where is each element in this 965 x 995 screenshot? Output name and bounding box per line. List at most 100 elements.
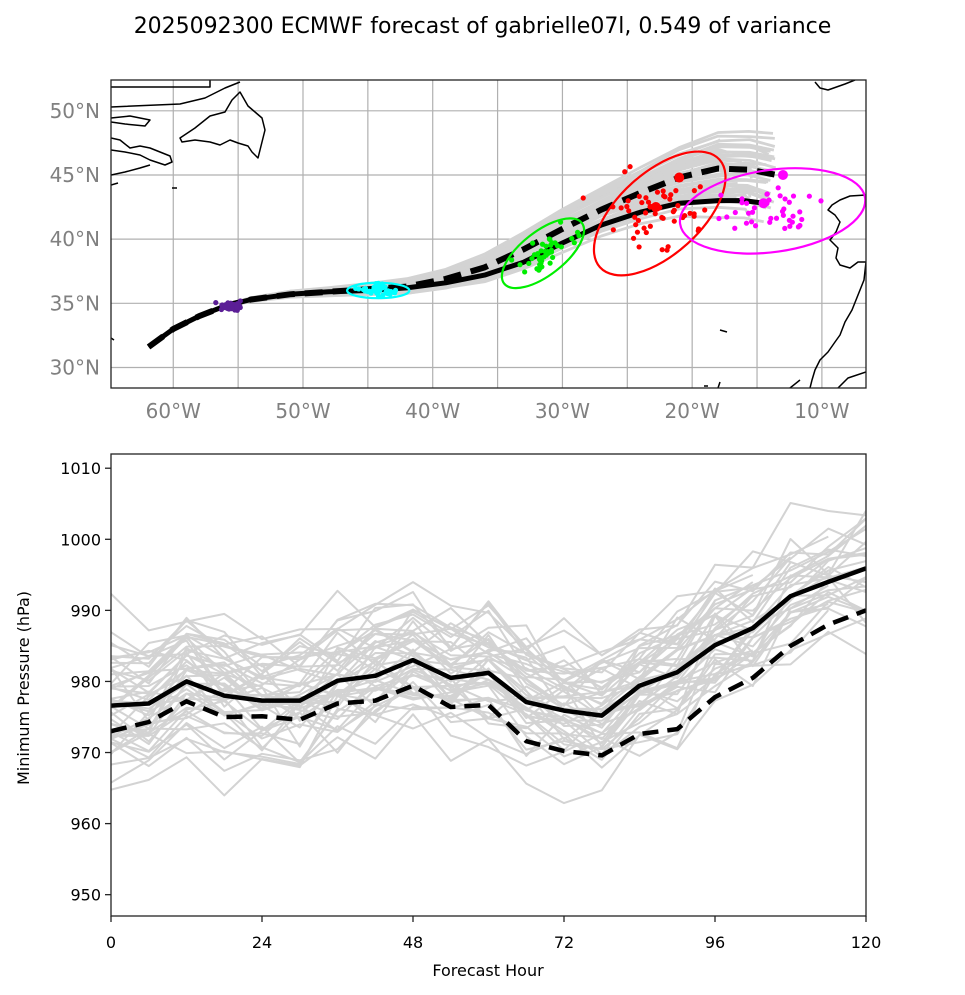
x-tick-label: 96: [705, 933, 725, 952]
ensemble-member-line: [111, 556, 792, 685]
position-point: [526, 260, 532, 267]
position-point: [673, 188, 679, 194]
position-point: [749, 209, 756, 215]
ensemble-member-line: [111, 652, 753, 766]
ensemble-member-line: [111, 584, 829, 769]
coastline-newfoundland: [179, 91, 266, 159]
x-tick-label: 72: [554, 933, 574, 952]
position-point: [764, 191, 770, 197]
position-point: [782, 225, 788, 231]
map-gridlines: [111, 80, 866, 388]
position-point: [739, 200, 745, 206]
position-point: [724, 214, 730, 220]
position-point: [538, 260, 544, 266]
position-point: [818, 198, 824, 204]
map-frame: [110, 79, 867, 389]
position-point: [538, 255, 544, 261]
position-point: [625, 198, 631, 204]
position-point: [659, 214, 665, 221]
cluster-72h: [580, 150, 727, 277]
position-point: [787, 223, 793, 229]
position-point: [748, 219, 755, 225]
position-point: [234, 301, 240, 307]
ensemble-mean-line: [111, 566, 866, 718]
x-tick-label: 48: [403, 933, 423, 952]
position-point: [641, 225, 647, 231]
position-point: [768, 215, 774, 221]
position-point: [782, 196, 788, 202]
map-x-tick-label: 20°W: [665, 399, 720, 423]
position-point: [779, 208, 786, 215]
position-point: [697, 184, 703, 190]
coastline-iberia-africa: [809, 261, 866, 388]
y-tick-label: 960: [70, 815, 101, 834]
position-point: [571, 240, 577, 246]
ensemble-member-line: [111, 535, 829, 692]
position-point: [806, 193, 812, 199]
position-point: [630, 235, 637, 241]
map-background: [111, 80, 866, 388]
y-tick-label: 1010: [60, 459, 101, 478]
position-point: [636, 193, 642, 200]
position-point: [635, 217, 642, 224]
position-point: [773, 215, 780, 221]
position-point: [643, 195, 649, 201]
position-point: [380, 292, 386, 298]
position-point: [543, 251, 550, 257]
position-point: [362, 285, 369, 291]
coastline-labrador: [111, 80, 241, 108]
position-point: [780, 212, 786, 218]
uncertainty-ellipse: [592, 150, 727, 277]
y-tick-label: 950: [70, 886, 101, 905]
position-point: [522, 269, 528, 275]
y-axis-label: Minimum Pressure (hPa): [14, 591, 33, 785]
chart-frame: [110, 453, 867, 917]
x-tick-label: 24: [252, 933, 272, 952]
coastline-gulf-island: [111, 115, 151, 127]
position-point: [639, 199, 645, 206]
position-point: [718, 192, 724, 198]
position-clusters: [213, 150, 866, 313]
position-point: [626, 208, 632, 214]
position-point: [691, 211, 697, 217]
map-x-tick-label: 40°W: [405, 399, 460, 423]
position-point: [767, 219, 773, 225]
position-point: [716, 215, 722, 222]
x-tick-label: 0: [106, 933, 116, 952]
cluster-24h: [345, 280, 411, 300]
y-tick-label: 980: [70, 672, 101, 691]
position-point: [531, 252, 538, 258]
position-point: [627, 164, 633, 170]
position-point: [538, 248, 544, 254]
x-axis-label: Forecast Hour: [432, 961, 544, 980]
position-point: [732, 209, 738, 216]
position-point: [226, 301, 232, 307]
position-point: [634, 229, 641, 235]
position-point: [384, 290, 391, 297]
map-y-tick-labels: 30°N 35°N 40°N 45°N 50°N: [50, 99, 100, 380]
position-point: [652, 211, 658, 217]
coastline-europe-north: [814, 80, 866, 269]
position-point: [664, 247, 670, 253]
position-point: [618, 205, 624, 211]
ensemble-member-line: [111, 510, 866, 705]
position-point: [790, 213, 796, 219]
mean-position-marker: [674, 172, 685, 183]
position-point: [368, 290, 374, 296]
position-point: [529, 255, 535, 262]
position-point: [642, 210, 649, 216]
ensemble-member-line: [111, 616, 716, 712]
y-axis-ticks: 950 960 970 980 990 1000 1010: [60, 459, 111, 905]
position-point: [702, 207, 708, 213]
position-point: [786, 199, 792, 205]
ensemble-member-line: [111, 524, 866, 710]
position-point: [739, 196, 745, 202]
position-point: [569, 235, 575, 242]
main-series: [111, 566, 866, 758]
position-point: [213, 300, 219, 306]
map-x-tick-label: 60°W: [146, 399, 201, 423]
position-point: [353, 285, 359, 291]
y-tick-label: 1000: [60, 530, 101, 549]
map-y-tick-label: 30°N: [50, 355, 100, 379]
position-point: [547, 236, 553, 242]
